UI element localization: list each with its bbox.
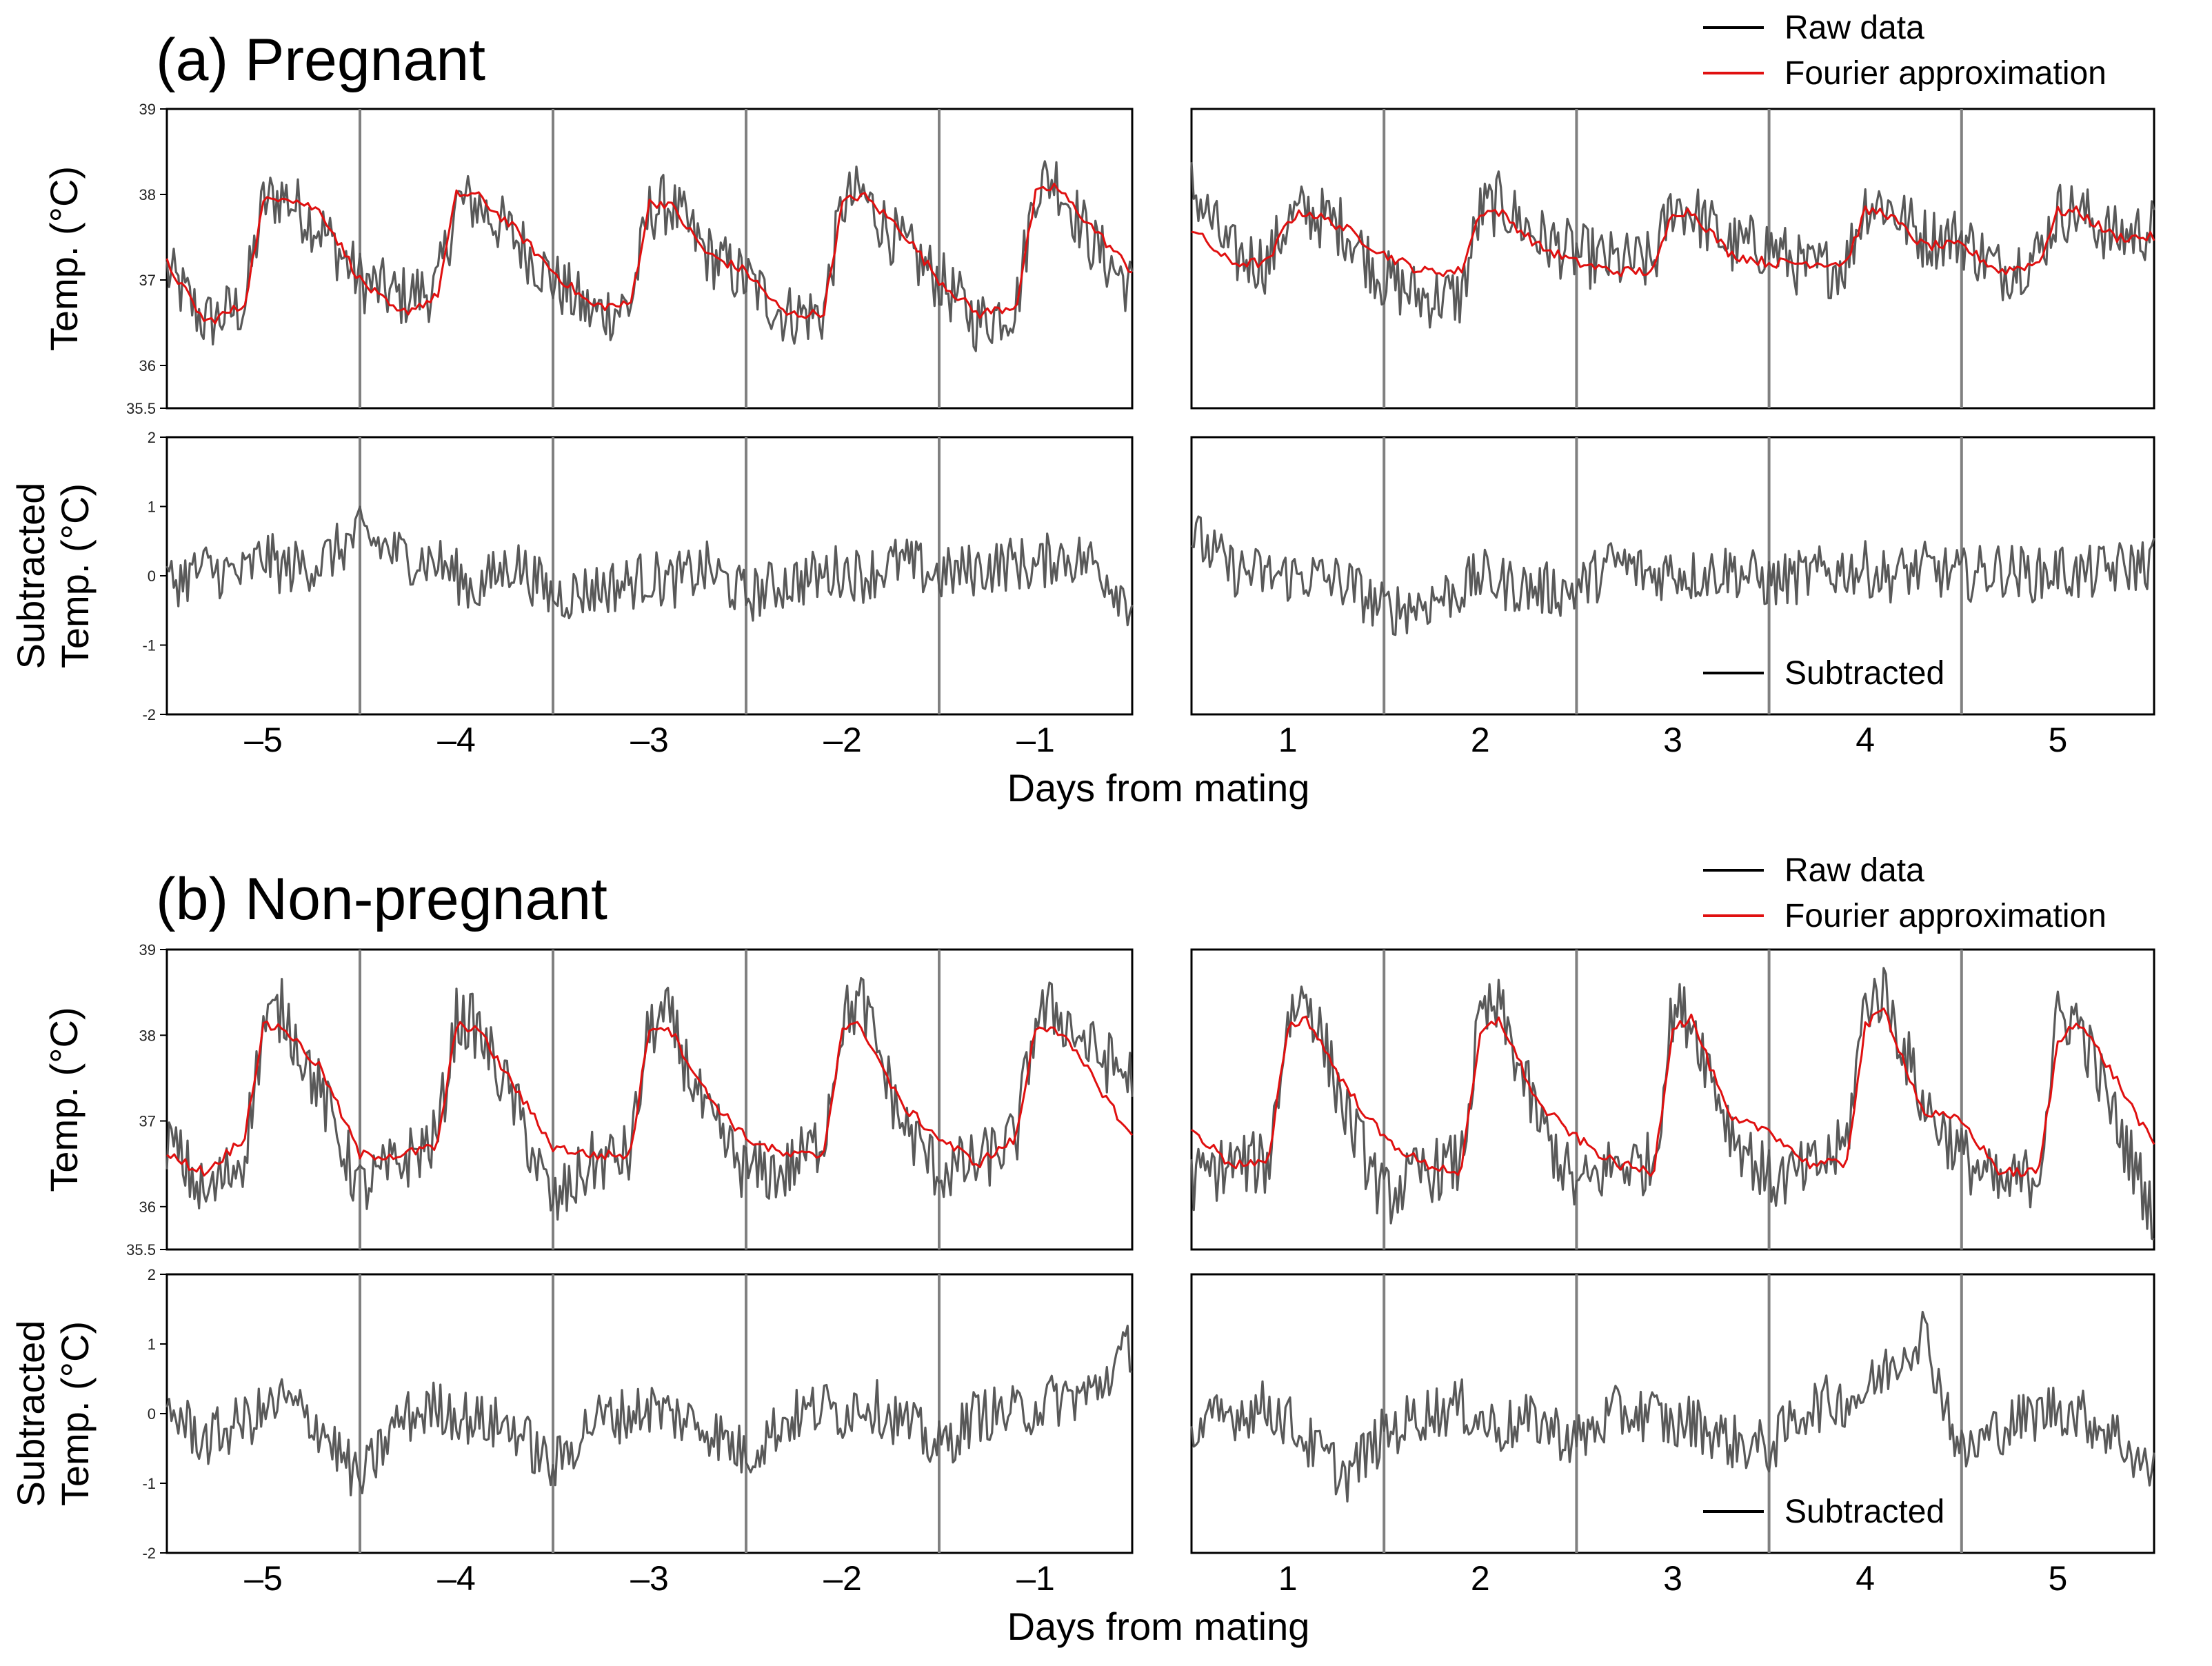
subtracted-line-post bbox=[1190, 1310, 2155, 1503]
subtracted-line-pre bbox=[165, 505, 1134, 627]
x-tick-label: 5 bbox=[2048, 1559, 2067, 1598]
legend-subtracted-label: Subtracted bbox=[1784, 1494, 1944, 1530]
x-tick-label: –4 bbox=[437, 1559, 476, 1598]
x-tick-label: –5 bbox=[244, 721, 283, 759]
x-tick-label: 3 bbox=[1663, 721, 1682, 759]
y-tick-label: 35.5 bbox=[126, 1241, 156, 1258]
y-tick-label: -1 bbox=[142, 1475, 156, 1492]
subtracted-line-post bbox=[1191, 515, 2155, 636]
y-tick-label: 1 bbox=[148, 499, 156, 516]
x-tick-label: 5 bbox=[2048, 721, 2067, 759]
plot-frame-top-post bbox=[1190, 108, 2155, 410]
y-tick-label: 37 bbox=[139, 1113, 156, 1130]
x-tick-label: –5 bbox=[244, 1559, 283, 1598]
y-tick-label: 38 bbox=[139, 1027, 156, 1044]
raw-line-pre bbox=[165, 160, 1134, 352]
y-tick-label: -1 bbox=[142, 637, 156, 654]
x-tick-label: –3 bbox=[630, 1559, 669, 1598]
panel-title: (a) Pregnant bbox=[156, 27, 485, 93]
y-axis-label: Temp. (°C) bbox=[42, 166, 86, 351]
legend-raw-label: Raw data bbox=[1784, 10, 1924, 46]
y-axis-label: Subtracted bbox=[9, 483, 52, 670]
x-axis-label: Days from mating bbox=[1007, 766, 1310, 810]
x-tick-label: –1 bbox=[1016, 721, 1055, 759]
legend-fourier-label: Fourier approximation bbox=[1784, 898, 2107, 934]
fourier-line-pre bbox=[166, 1021, 1134, 1177]
x-tick-label: –1 bbox=[1016, 1559, 1055, 1598]
y-tick-label: 38 bbox=[139, 186, 156, 203]
y-tick-label: -2 bbox=[142, 706, 156, 723]
raw-line-post bbox=[1190, 162, 2155, 329]
y-tick-label: 0 bbox=[148, 568, 156, 585]
y-tick-label: 35.5 bbox=[126, 400, 156, 417]
x-tick-label: 2 bbox=[1471, 1559, 1490, 1598]
legend-raw-label: Raw data bbox=[1784, 852, 1924, 889]
fourier-line-post bbox=[1191, 1007, 2155, 1178]
y-tick-label: 36 bbox=[139, 1198, 156, 1216]
y-tick-label: 2 bbox=[148, 429, 156, 446]
x-tick-label: –4 bbox=[437, 721, 476, 759]
y-tick-label: 39 bbox=[139, 101, 156, 118]
y-axis-label: Temp. (°C) bbox=[53, 1321, 97, 1506]
x-tick-label: 3 bbox=[1663, 1559, 1682, 1598]
panel-title: (b) Non-pregnant bbox=[156, 866, 607, 932]
y-tick-label: 2 bbox=[148, 1266, 156, 1283]
subtracted-line-pre bbox=[165, 1325, 1133, 1496]
x-tick-label: –3 bbox=[630, 721, 669, 759]
y-tick-label: 37 bbox=[139, 272, 156, 289]
plot-frame-top-pre bbox=[165, 948, 1134, 1251]
raw-line-pre bbox=[165, 976, 1134, 1221]
panel-a: (a) Pregnant Raw data Fourier approximatio… bbox=[9, 10, 2155, 810]
x-tick-label: 4 bbox=[1856, 721, 1875, 759]
y-axis-label: Temp. (°C) bbox=[42, 1007, 86, 1192]
panel-b: (b) Non-pregnant Raw data Fourier approxim… bbox=[9, 852, 2155, 1648]
x-tick-label: 1 bbox=[1278, 721, 1298, 759]
legend-subtracted-label: Subtracted bbox=[1784, 655, 1944, 692]
legend-fourier-label: Fourier approximation bbox=[1784, 55, 2107, 92]
fourier-line-post bbox=[1191, 205, 2155, 277]
x-tick-label: –2 bbox=[823, 721, 862, 759]
raw-line-post bbox=[1190, 967, 2155, 1241]
x-tick-label: –2 bbox=[823, 1559, 862, 1598]
x-tick-label: 4 bbox=[1856, 1559, 1875, 1598]
x-tick-label: 1 bbox=[1278, 1559, 1298, 1598]
y-axis-label: Subtracted bbox=[9, 1321, 52, 1507]
x-axis-label: Days from mating bbox=[1007, 1605, 1310, 1648]
y-tick-label: 0 bbox=[148, 1405, 156, 1423]
y-tick-label: 1 bbox=[148, 1336, 156, 1353]
y-tick-label: 39 bbox=[139, 941, 156, 959]
plot-frame-bot-post bbox=[1190, 436, 2155, 716]
fourier-line-pre bbox=[165, 182, 1133, 325]
plot-frame-bot-post bbox=[1190, 1273, 2155, 1554]
plot-frame-top-post bbox=[1190, 948, 2155, 1251]
y-tick-label: -2 bbox=[142, 1545, 156, 1562]
y-tick-label: 36 bbox=[139, 357, 156, 374]
plot-frame-top-pre bbox=[165, 108, 1134, 410]
x-tick-label: 2 bbox=[1471, 721, 1490, 759]
y-axis-label: Temp. (°C) bbox=[53, 483, 97, 668]
